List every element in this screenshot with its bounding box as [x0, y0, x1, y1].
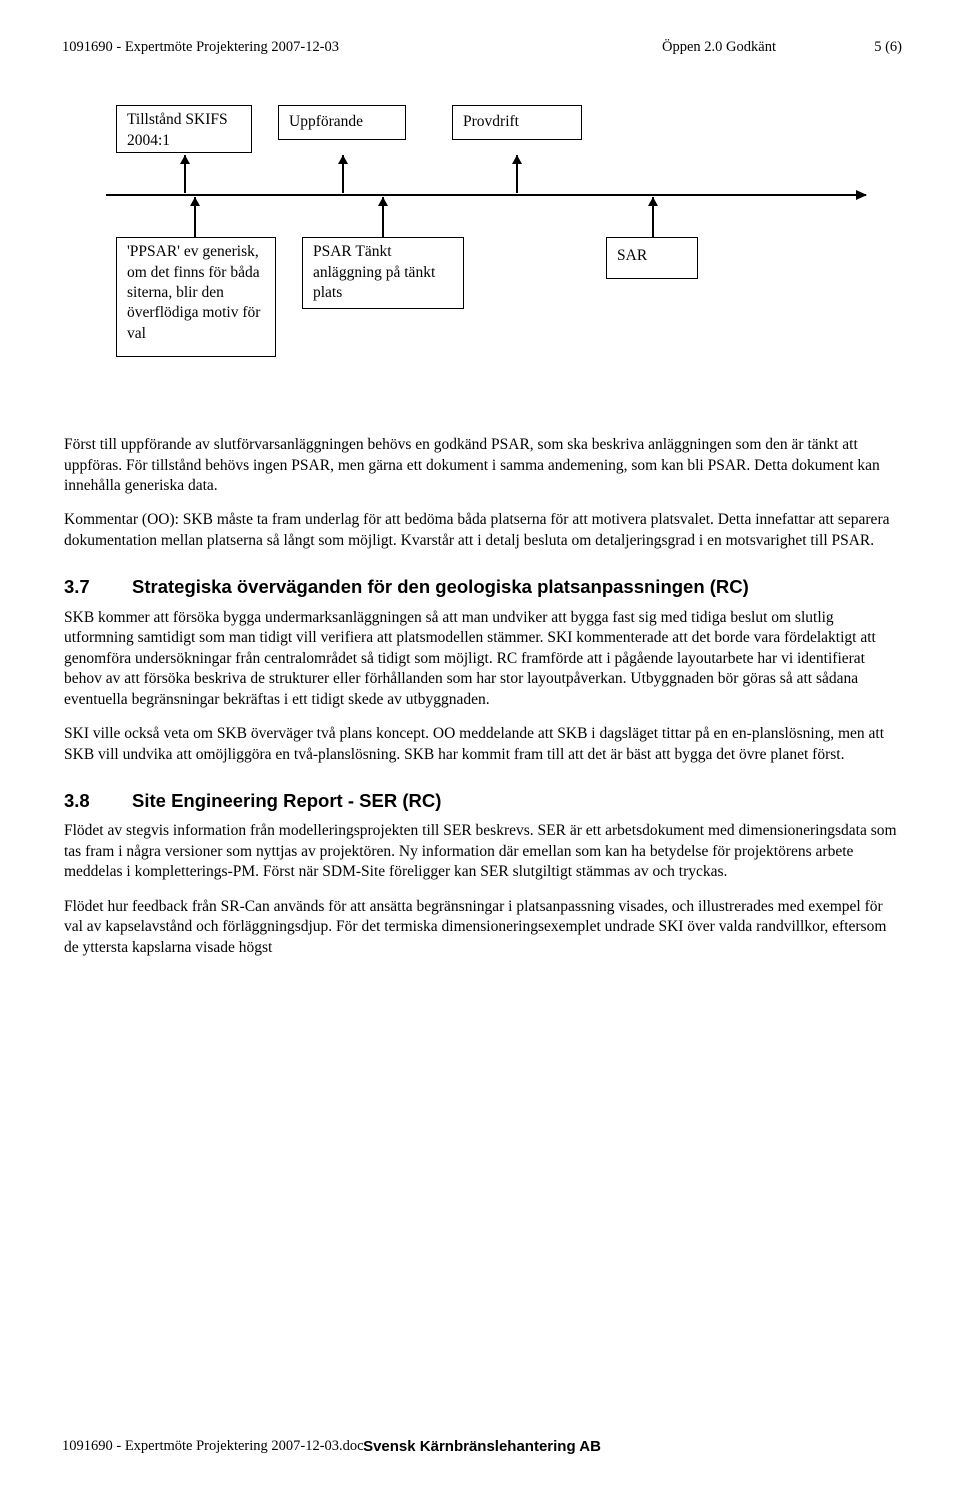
- header-left: 1091690 - Expertmöte Projektering 2007-1…: [62, 38, 662, 57]
- diagram-box-label: PSAR Tänkt anläggning på tänkt plats: [313, 243, 435, 301]
- diagram-box-label: 'PPSAR' ev generisk, om det finns för bå…: [127, 243, 260, 342]
- section-number: 3.7: [64, 575, 98, 599]
- header-mid: Öppen 2.0 Godkänt: [662, 38, 842, 57]
- page-header: 1091690 - Expertmöte Projektering 2007-1…: [62, 38, 902, 57]
- diagram-box-provdrift: Provdrift: [452, 105, 582, 139]
- paragraph: Flödet hur feedback från SR-Can används …: [64, 897, 900, 958]
- timeline-arrow-icon: [106, 194, 866, 196]
- arrow-up-icon: [184, 155, 186, 193]
- body-content: Först till uppförande av slutförvarsanlä…: [64, 435, 900, 958]
- diagram-box-label: SAR: [617, 247, 647, 264]
- paragraph: Först till uppförande av slutförvarsanlä…: [64, 435, 900, 496]
- flow-diagram: Tillstånd SKIFS 2004:1 Uppförande Provdr…: [106, 95, 866, 395]
- page: 1091690 - Expertmöte Projektering 2007-1…: [0, 0, 960, 1488]
- paragraph: Flödet av stegvis information från model…: [64, 821, 900, 882]
- diagram-box-label: Uppförande: [289, 113, 363, 130]
- arrow-up-icon: [342, 155, 344, 193]
- diagram-box-sar: SAR: [606, 237, 698, 279]
- diagram-box-ppsar: 'PPSAR' ev generisk, om det finns för bå…: [116, 237, 276, 357]
- page-footer: 1091690 - Expertmöte Projektering 2007-1…: [62, 1437, 902, 1456]
- paragraph: Kommentar (OO): SKB måste ta fram underl…: [64, 510, 900, 551]
- paragraph: SKB kommer att försöka bygga undermarksa…: [64, 608, 900, 710]
- footer-center: Svensk Kärnbränslehantering AB: [62, 1437, 902, 1457]
- arrow-down-icon: [194, 197, 196, 237]
- diagram-box-label: 2004:1: [127, 132, 170, 149]
- diagram-box-label: Tillstånd SKIFS: [127, 111, 228, 128]
- arrow-down-icon: [382, 197, 384, 237]
- diagram-box-psar: PSAR Tänkt anläggning på tänkt plats: [302, 237, 464, 309]
- section-title: Strategiska överväganden för den geologi…: [132, 575, 749, 599]
- section-number: 3.8: [64, 789, 98, 813]
- header-page-number: 5 (6): [842, 38, 902, 57]
- diagram-box-label: Provdrift: [463, 113, 519, 130]
- section-heading-3-8: 3.8 Site Engineering Report - SER (RC): [64, 789, 900, 813]
- section-heading-3-7: 3.7 Strategiska överväganden för den geo…: [64, 575, 900, 599]
- arrow-up-icon: [516, 155, 518, 193]
- diagram-box-uppforande: Uppförande: [278, 105, 406, 139]
- paragraph: SKI ville också veta om SKB överväger tv…: [64, 724, 900, 765]
- arrow-down-icon: [652, 197, 654, 237]
- diagram-box-tillstand: Tillstånd SKIFS 2004:1: [116, 105, 252, 153]
- section-title: Site Engineering Report - SER (RC): [132, 789, 441, 813]
